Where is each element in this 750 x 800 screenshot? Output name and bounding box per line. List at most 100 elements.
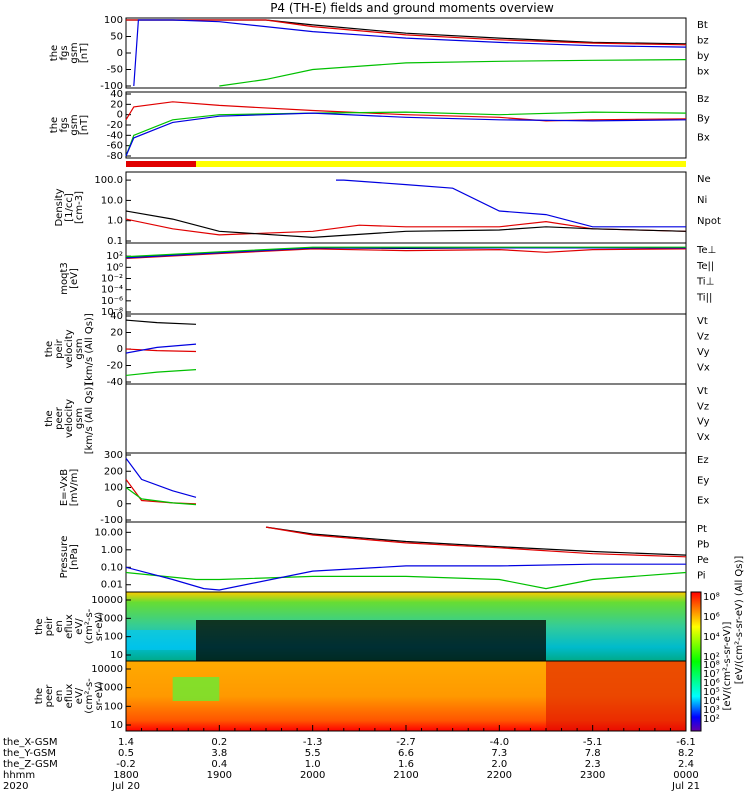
colorbar-label-2: [eV/(cm²-s-sr-eV) (All Qs)] <box>734 556 745 685</box>
panel-frame <box>125 521 687 593</box>
series-Vy <box>125 369 197 376</box>
series-Pt <box>265 526 687 556</box>
legend-Te⊥: Te⊥ <box>696 245 716 256</box>
panel-peer_en_eflux: the peer en eflux eV/(cm²-s-sr-eV) 10000 1000 1… <box>34 660 687 732</box>
series-Pe <box>125 571 687 590</box>
ytick-label: 10.0 <box>101 195 123 206</box>
series-Bt <box>126 19 687 45</box>
heatmap-band <box>172 677 220 701</box>
xaxis-tick-label: 1.6 <box>398 759 414 770</box>
ytick-label: 10 <box>110 720 123 731</box>
xaxis-tick-label: -4.0 <box>490 737 510 748</box>
ytick-label: 0 <box>117 344 123 355</box>
legend-By: By <box>697 113 710 124</box>
panel-peir_velocity: the peir velocity gsm [km/s (All Qs)] 40 20 0 -2… <box>44 311 710 388</box>
colorbar-tick: 10² <box>703 714 720 725</box>
panel-fgs_gsm: the fgs gsm [nT] 100 50 0 -50 -100 Bt bz by bx <box>49 15 709 92</box>
ytick-label: -40 <box>107 377 123 388</box>
ylabel-fgs_gsm_bar: fgs <box>59 117 70 132</box>
xaxis-tick-label: 1900 <box>207 770 232 781</box>
ytick-label: 10⁻⁴ <box>101 285 123 296</box>
xaxis-tick-label: 0.4 <box>211 759 227 770</box>
ylabel-peir_velocity: peir <box>54 338 65 358</box>
legend-by: by <box>697 51 709 62</box>
legend-Vy: Vy <box>697 347 710 358</box>
ytick-label: 100 <box>104 483 123 494</box>
mode-bar-yellow <box>196 161 686 167</box>
legend-Vt: Vt <box>697 386 708 397</box>
ylabel-peir_en_eflux: peir <box>44 616 55 636</box>
series-Vt <box>125 319 197 325</box>
ytick-label: 0 <box>117 48 123 59</box>
series-Pi <box>125 563 686 591</box>
colorbar-tick: 10³ <box>703 705 720 716</box>
ylabel-fgs_gsm_bar: the <box>49 117 60 133</box>
ylabel-peer_velocity: gsm <box>74 408 85 429</box>
panel-frame <box>125 452 687 523</box>
series-Vz <box>125 348 197 353</box>
ytick-label: 40 <box>110 311 123 322</box>
ylabel-peir_velocity: [km/s (All Qs)] <box>84 313 95 385</box>
ylabel-peer_velocity: velocity <box>64 399 75 438</box>
heatmap-nodata-region <box>196 620 546 661</box>
ytick-label: 1000 <box>98 683 123 694</box>
ytick-label: 100.0 <box>94 175 123 186</box>
ylabel-peir_en_eflux: sr-eV) <box>94 612 105 641</box>
ytick-label: 10000 <box>91 595 123 606</box>
ylabel-peer_en_eflux: en <box>54 690 65 703</box>
legend-Ne: Ne <box>697 174 711 185</box>
colorbar-tick: 10² <box>703 652 720 663</box>
ytick-label: 10 <box>110 650 123 661</box>
series-Ti⊥ <box>125 247 686 259</box>
panel-efield: E=-VxB [mV/m] 300 200 100 0 -100 Ez Ey Ex <box>59 450 709 526</box>
ytick-label: -80 <box>107 151 123 162</box>
ylabel-pressure: [nPa] <box>69 544 80 570</box>
xaxis-tick-label: -5.1 <box>583 737 603 748</box>
legend-Bx: Bx <box>697 133 710 144</box>
colorbar-tick: 10⁵ <box>703 687 720 698</box>
xaxis-tick-label: -6.1 <box>676 737 696 748</box>
ylabel-peir_en_eflux: eflux <box>64 614 75 639</box>
series-Bx <box>125 112 687 157</box>
colorbar-tick: 10⁴ <box>703 632 720 643</box>
ytick-label: 1000 <box>98 613 123 624</box>
ylabel-fgs_gsm: gsm <box>69 42 80 63</box>
xaxis-row-label: the_Z-GSM <box>3 759 58 770</box>
ylabel-fgs_gsm: [nT] <box>79 43 90 63</box>
ytick-label: 40 <box>110 89 123 100</box>
ylabel-temperature: moqt3 <box>59 262 70 295</box>
series-Ne <box>125 218 687 236</box>
xaxis-tick-label: 8.2 <box>678 748 694 759</box>
ylabel-peer_velocity: peer <box>54 406 65 430</box>
xaxis-tick-label: 0000 <box>673 770 698 781</box>
ylabel-efield: E=-VxB <box>59 469 70 506</box>
ylabel-density: [1/cc] <box>64 193 75 222</box>
legend-Vx: Vx <box>697 432 710 443</box>
ylabel-peir_velocity: gsm <box>74 338 85 359</box>
ytick-label: 0 <box>117 110 123 121</box>
legend-Te||: Te|| <box>696 261 714 272</box>
figure-title: P4 (TH-E) fields and ground moments over… <box>270 1 554 15</box>
ytick-label: -20 <box>107 120 123 131</box>
ylabel-peer_velocity: [km/s (All Qs)] <box>84 383 95 455</box>
colorbar-tick: 10⁶ <box>703 678 720 689</box>
colorbar-tick: 10⁸ <box>703 660 720 671</box>
legend-Vz: Vz <box>697 332 709 343</box>
ytick-label: -100 <box>100 515 123 526</box>
ylabel-peir_en_eflux: eV/ <box>74 618 85 635</box>
ylabel-density: Density <box>54 188 65 226</box>
ylabel-peer_en_eflux: eV/ <box>74 687 85 704</box>
ylabel-peer_en_eflux: the <box>34 688 45 704</box>
xaxis-tick-label: 1.0 <box>305 759 321 770</box>
legend-Ex: Ex <box>697 496 709 507</box>
colorbar-label: [eV/(cm²-s-sr-eV)] <box>722 621 733 710</box>
ytick-label: 0.01 <box>101 580 123 591</box>
colorbar-tick: 10⁶ <box>703 612 720 623</box>
panel-pressure: Pressure [nPa] 10.00 1.00 0.10 0.01 Pt Pb Pe Pi <box>59 521 709 593</box>
ylabel-peir_en_eflux: the <box>34 618 45 634</box>
ytick-label: 10² <box>106 251 123 262</box>
ytick-label: -60 <box>107 141 123 152</box>
legend-Ti||: Ti|| <box>696 292 712 303</box>
ytick-label: 10⁻⁶ <box>101 296 123 307</box>
series-By <box>125 111 687 157</box>
